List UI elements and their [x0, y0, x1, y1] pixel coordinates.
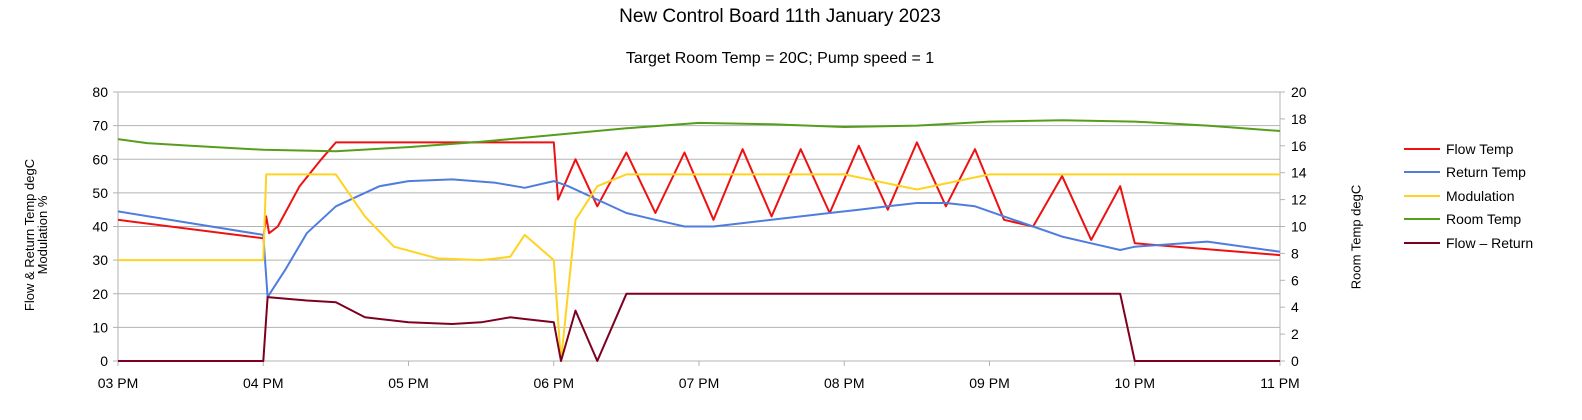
y-right-tick-label-4: 8 [1291, 245, 1299, 261]
legend-label: Flow – Return [1446, 234, 1534, 251]
x-tick-label-6: 09 PM [969, 375, 1009, 391]
series-line-flow-return [118, 292, 1280, 362]
x-tick-label-1: 04 PM [243, 375, 283, 391]
x-tick-label-8: 11 PM [1260, 375, 1299, 391]
y-right-tick-label-6: 12 [1291, 192, 1307, 208]
series-line-return-temp [117, 178, 1281, 299]
legend-swatch [1404, 218, 1440, 221]
x-tick-label-0: 03 PM [98, 375, 138, 391]
y-left-tick-label-1: 10 [92, 319, 108, 335]
x-tick-label-5: 08 PM [824, 375, 864, 391]
legend-item: Modulation [1404, 184, 1533, 208]
legend-label: Room Temp [1446, 211, 1522, 228]
series-line-room-temp [117, 119, 1281, 153]
series-line-modulation [118, 173, 1280, 362]
y-right-tick-label-2: 4 [1291, 299, 1299, 315]
y-left-tick-label-6: 60 [92, 151, 108, 167]
legend-item: Room Temp [1404, 208, 1533, 232]
y-left-tick-label-2: 20 [92, 286, 108, 302]
legend-label: Flow Temp [1446, 140, 1514, 157]
x-tick-label-7: 10 PM [1115, 375, 1155, 391]
legend-swatch [1404, 171, 1440, 174]
legend-swatch [1404, 241, 1440, 244]
legend-item: Flow Temp [1404, 137, 1533, 161]
legend-swatch [1404, 147, 1440, 150]
y-left-tick-label-7: 70 [92, 118, 108, 134]
y-right-tick-label-10: 20 [1291, 84, 1307, 100]
y-left-tick-label-4: 40 [92, 219, 108, 235]
legend-label: Modulation [1446, 187, 1515, 204]
x-tick-label-2: 05 PM [388, 375, 428, 391]
y-left-tick-label-8: 80 [92, 84, 108, 100]
y-left-tick-label-3: 30 [92, 252, 108, 268]
y-right-tick-label-8: 16 [1291, 138, 1307, 154]
legend-item: Flow – Return [1404, 231, 1533, 255]
y-right-tick-label-1: 2 [1291, 326, 1299, 342]
y-right-tick-label-3: 6 [1291, 272, 1299, 288]
legend-swatch [1404, 194, 1440, 197]
chart-subtitle: Target Room Temp = 20C; Pump speed = 1 [625, 50, 935, 67]
y-right-tick-label-7: 14 [1291, 165, 1307, 181]
chart-legend: Flow Temp Return Temp Modulation Room Temp F… [1404, 137, 1533, 255]
y-left-tick-label-0: 0 [100, 353, 108, 369]
legend-item: Return Temp [1404, 161, 1533, 185]
chart-title: New Control Board 11th January 2023 [619, 6, 941, 27]
y-right-tick-label-0: 0 [1291, 353, 1299, 369]
x-tick-label-4: 07 PM [679, 375, 719, 391]
legend-label: Return Temp [1446, 164, 1526, 181]
x-tick-label-3: 06 PM [534, 375, 574, 391]
y-right-tick-label-5: 10 [1291, 219, 1307, 235]
y-left-tick-label-5: 50 [92, 185, 108, 201]
y-right-tick-label-9: 18 [1291, 111, 1307, 127]
